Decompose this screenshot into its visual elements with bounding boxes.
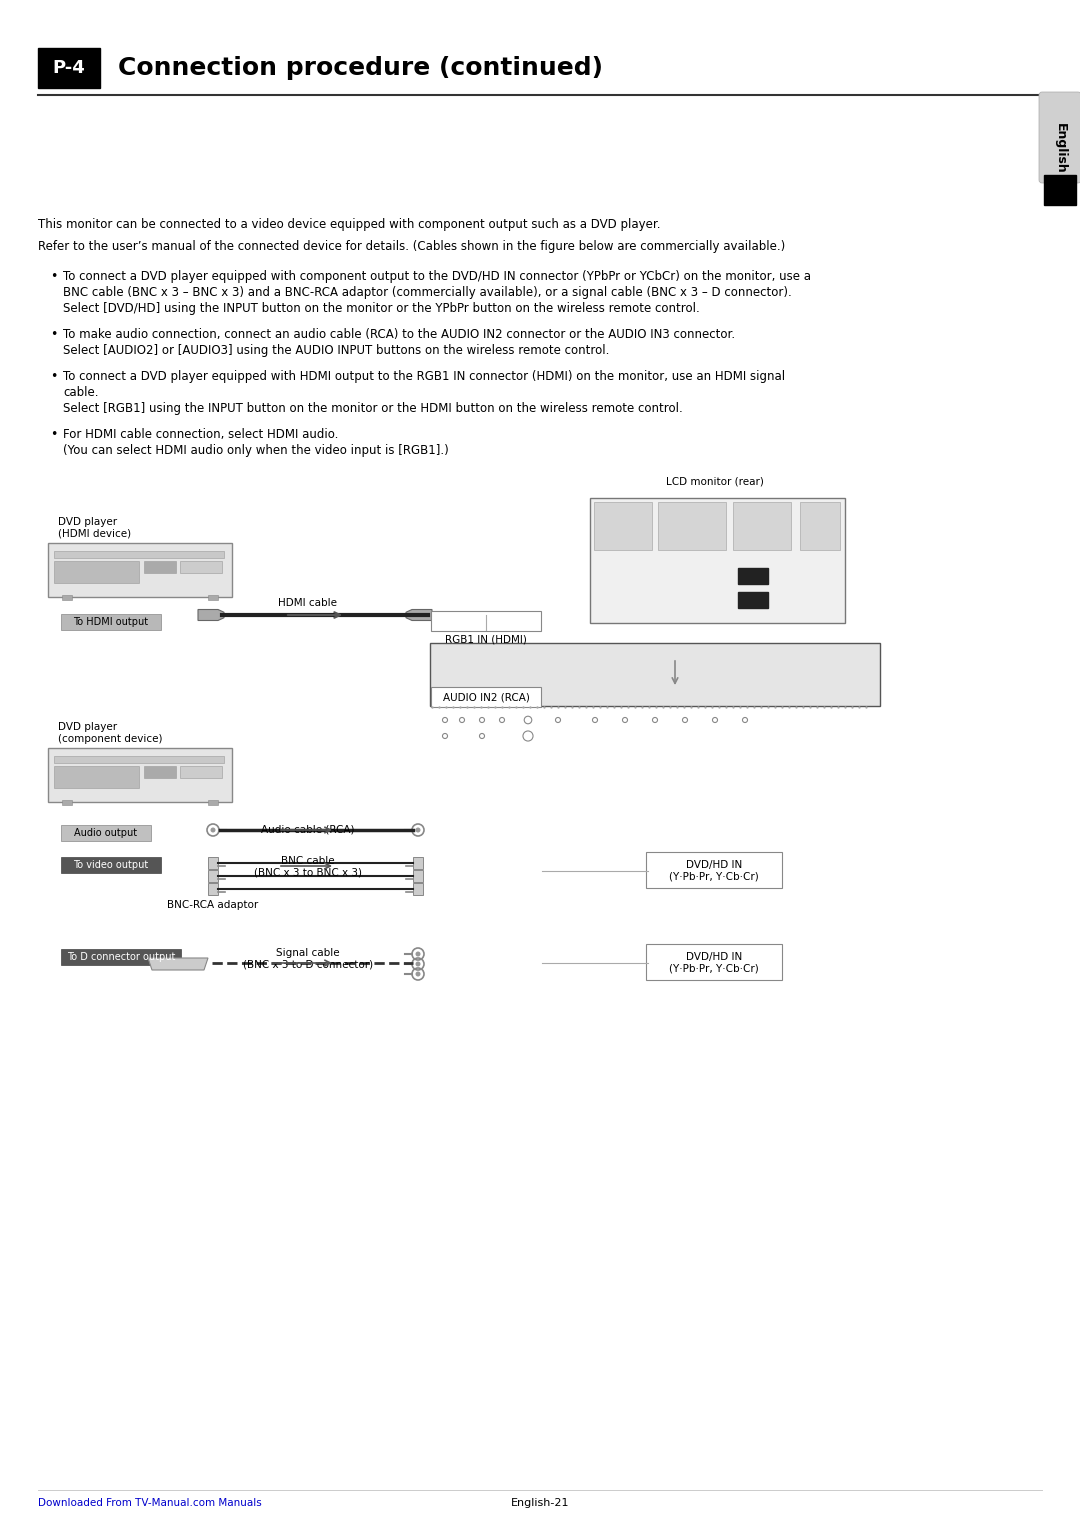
FancyBboxPatch shape bbox=[733, 502, 791, 550]
Text: Downloaded From TV-Manual.com Manuals: Downloaded From TV-Manual.com Manuals bbox=[38, 1498, 261, 1509]
FancyBboxPatch shape bbox=[180, 767, 222, 777]
FancyBboxPatch shape bbox=[208, 800, 218, 805]
Text: English-21: English-21 bbox=[511, 1498, 569, 1509]
FancyBboxPatch shape bbox=[646, 944, 782, 980]
FancyBboxPatch shape bbox=[38, 47, 100, 89]
FancyBboxPatch shape bbox=[62, 800, 72, 805]
Text: Audio output: Audio output bbox=[75, 828, 137, 838]
Text: •: • bbox=[50, 270, 57, 282]
Text: DVD player
(HDMI device): DVD player (HDMI device) bbox=[58, 518, 131, 539]
Text: To make audio connection, connect an audio cable (RCA) to the AUDIO IN2 connecto: To make audio connection, connect an aud… bbox=[63, 328, 735, 341]
FancyBboxPatch shape bbox=[60, 825, 151, 841]
Circle shape bbox=[416, 962, 420, 967]
Text: To connect a DVD player equipped with component output to the DVD/HD IN connecto: To connect a DVD player equipped with co… bbox=[63, 270, 811, 282]
Circle shape bbox=[416, 951, 420, 956]
Text: RGB1 IN (HDMI): RGB1 IN (HDMI) bbox=[445, 634, 527, 644]
FancyBboxPatch shape bbox=[208, 596, 218, 600]
Polygon shape bbox=[148, 957, 208, 970]
FancyBboxPatch shape bbox=[54, 551, 224, 557]
FancyBboxPatch shape bbox=[738, 592, 768, 608]
FancyBboxPatch shape bbox=[48, 544, 232, 597]
Text: P-4: P-4 bbox=[53, 60, 85, 76]
Text: Select [RGB1] using the INPUT button on the monitor or the HDMI button on the wi: Select [RGB1] using the INPUT button on … bbox=[63, 402, 683, 415]
Text: Refer to the user’s manual of the connected device for details. (Cables shown in: Refer to the user’s manual of the connec… bbox=[38, 240, 785, 253]
FancyBboxPatch shape bbox=[208, 857, 218, 869]
Text: HDMI cable: HDMI cable bbox=[279, 599, 337, 608]
Text: Signal cable
(BNC x 3 to D connector): Signal cable (BNC x 3 to D connector) bbox=[243, 948, 373, 970]
FancyBboxPatch shape bbox=[430, 643, 880, 705]
FancyBboxPatch shape bbox=[1044, 176, 1076, 205]
Polygon shape bbox=[406, 609, 432, 620]
FancyBboxPatch shape bbox=[594, 502, 652, 550]
Text: BNC-RCA adaptor: BNC-RCA adaptor bbox=[167, 899, 258, 910]
Text: To connect a DVD player equipped with HDMI output to the RGB1 IN connector (HDMI: To connect a DVD player equipped with HD… bbox=[63, 370, 785, 383]
Text: •: • bbox=[50, 328, 57, 341]
FancyBboxPatch shape bbox=[48, 748, 232, 802]
FancyBboxPatch shape bbox=[62, 596, 72, 600]
Text: BNC cable (BNC x 3 – BNC x 3) and a BNC-RCA adaptor (commercially available), or: BNC cable (BNC x 3 – BNC x 3) and a BNC-… bbox=[63, 286, 792, 299]
Circle shape bbox=[416, 971, 420, 976]
Circle shape bbox=[211, 828, 216, 832]
Text: DVD/HD IN
(Y·Pb·Pr, Y·Cb·Cr): DVD/HD IN (Y·Pb·Pr, Y·Cb·Cr) bbox=[670, 860, 759, 881]
Text: •: • bbox=[50, 428, 57, 441]
Text: This monitor can be connected to a video device equipped with component output s: This monitor can be connected to a video… bbox=[38, 218, 661, 231]
Text: BNC cable
(BNC x 3 to BNC x 3): BNC cable (BNC x 3 to BNC x 3) bbox=[254, 857, 362, 878]
FancyBboxPatch shape bbox=[658, 502, 726, 550]
FancyBboxPatch shape bbox=[738, 568, 768, 583]
FancyBboxPatch shape bbox=[431, 611, 541, 631]
FancyBboxPatch shape bbox=[413, 883, 423, 895]
Text: LCD monitor (rear): LCD monitor (rear) bbox=[666, 476, 764, 486]
FancyBboxPatch shape bbox=[208, 883, 218, 895]
Text: DVD/HD IN
(Y·Pb·Pr, Y·Cb·Cr): DVD/HD IN (Y·Pb·Pr, Y·Cb·Cr) bbox=[670, 953, 759, 974]
Text: DVD player
(component device): DVD player (component device) bbox=[58, 722, 162, 744]
FancyBboxPatch shape bbox=[60, 948, 181, 965]
Text: Audio cable (RCA): Audio cable (RCA) bbox=[261, 825, 354, 834]
Text: (You can select HDMI audio only when the video input is [RGB1].): (You can select HDMI audio only when the… bbox=[63, 444, 449, 457]
FancyBboxPatch shape bbox=[144, 767, 176, 777]
Text: For HDMI cable connection, select HDMI audio.: For HDMI cable connection, select HDMI a… bbox=[63, 428, 338, 441]
FancyBboxPatch shape bbox=[800, 502, 840, 550]
Text: To HDMI output: To HDMI output bbox=[73, 617, 149, 628]
Text: To D connector output: To D connector output bbox=[67, 951, 175, 962]
FancyBboxPatch shape bbox=[54, 756, 224, 764]
FancyBboxPatch shape bbox=[54, 767, 139, 788]
Text: Connection procedure (continued): Connection procedure (continued) bbox=[118, 56, 603, 79]
FancyBboxPatch shape bbox=[54, 560, 139, 583]
FancyBboxPatch shape bbox=[590, 498, 845, 623]
FancyBboxPatch shape bbox=[208, 870, 218, 883]
FancyBboxPatch shape bbox=[60, 614, 161, 631]
FancyBboxPatch shape bbox=[413, 870, 423, 883]
Polygon shape bbox=[198, 609, 224, 620]
FancyBboxPatch shape bbox=[180, 560, 222, 573]
Circle shape bbox=[416, 828, 420, 832]
Text: cable.: cable. bbox=[63, 386, 98, 399]
FancyBboxPatch shape bbox=[60, 857, 161, 873]
FancyBboxPatch shape bbox=[646, 852, 782, 889]
FancyBboxPatch shape bbox=[1039, 92, 1080, 183]
Text: English: English bbox=[1053, 122, 1067, 174]
Text: •: • bbox=[50, 370, 57, 383]
Text: AUDIO IN2 (RCA): AUDIO IN2 (RCA) bbox=[443, 692, 529, 702]
Text: Select [DVD/HD] using the INPUT button on the monitor or the YPbPr button on the: Select [DVD/HD] using the INPUT button o… bbox=[63, 302, 700, 315]
FancyBboxPatch shape bbox=[431, 687, 541, 707]
FancyBboxPatch shape bbox=[144, 560, 176, 573]
Text: Select [AUDIO2] or [AUDIO3] using the AUDIO INPUT buttons on the wireless remote: Select [AUDIO2] or [AUDIO3] using the AU… bbox=[63, 344, 609, 357]
FancyBboxPatch shape bbox=[413, 857, 423, 869]
Text: To video output: To video output bbox=[73, 860, 149, 870]
